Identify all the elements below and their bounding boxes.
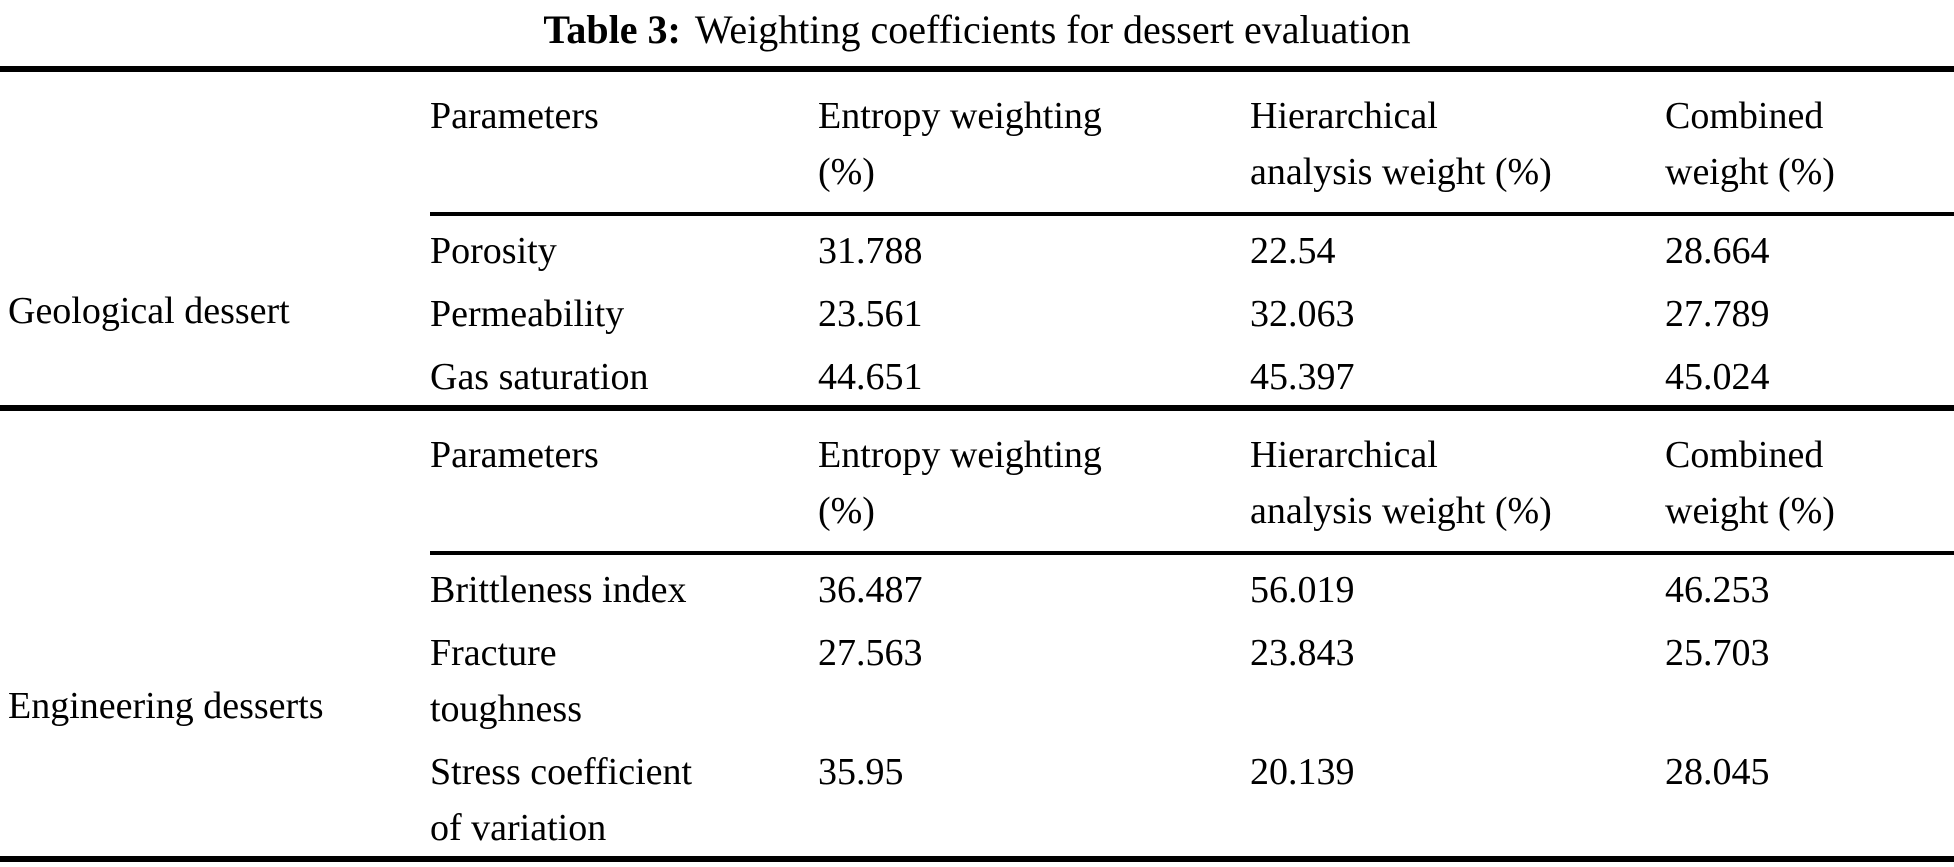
cell-parameter: Permeability [430,293,625,335]
cell-hierarchical: 32.063 [1250,293,1355,335]
cell-hierarchical: 45.397 [1250,356,1355,398]
header-underline-rule [430,551,1954,555]
column-header-parameters: Parameters [430,95,599,137]
cell-hierarchical: 20.139 [1250,751,1355,793]
column-header-parameters: Parameters [430,434,599,476]
cell-hierarchical: 56.019 [1250,569,1355,611]
column-header-combined: Combined weight (%) [1665,434,1835,532]
cell-parameter: Fracture toughness [430,632,582,730]
cell-parameter: Porosity [430,230,557,272]
cell-combined: 45.024 [1665,356,1770,398]
column-header-hierarchical: Hierarchical analysis weight (%) [1250,434,1552,532]
table-top-rule [0,66,1954,72]
column-header-combined: Combined weight (%) [1665,95,1835,193]
cell-parameter: Brittleness index [430,569,687,611]
cell-entropy: 23.561 [818,293,923,335]
column-header-entropy: Entropy weighting (%) [818,434,1102,532]
table-caption-label: Table 3: [543,7,681,52]
cell-combined: 46.253 [1665,569,1770,611]
table-caption-text: Weighting coefficients for dessert evalu… [694,7,1411,52]
group-label-engineering: Engineering desserts [8,684,324,727]
cell-combined: 28.664 [1665,230,1770,272]
table-caption: Table 3: Weighting coefficients for desse… [0,0,1954,66]
table-section-geological: Parameters Entropy weighting (%) Hierarc… [0,72,1954,405]
column-header-entropy: Entropy weighting (%) [818,95,1102,193]
group-label-geological: Geological dessert [8,289,290,332]
cell-hierarchical: 22.54 [1250,230,1336,272]
cell-combined: 25.703 [1665,632,1770,674]
section-divider-rule [0,405,1954,411]
cell-combined: 27.789 [1665,293,1770,335]
cell-parameter: Gas saturation [430,356,649,398]
table-bottom-rule [0,856,1954,862]
cell-entropy: 27.563 [818,632,923,674]
cell-hierarchical: 23.843 [1250,632,1355,674]
cell-entropy: 44.651 [818,356,923,398]
table-section-engineering: Parameters Entropy weighting (%) Hierarc… [0,411,1954,856]
cell-parameter: Stress coefficient of variation [430,751,693,849]
cell-entropy: 35.95 [818,751,904,793]
header-underline-rule [430,212,1954,216]
cell-entropy: 31.788 [818,230,923,272]
cell-entropy: 36.487 [818,569,923,611]
column-header-hierarchical: Hierarchical analysis weight (%) [1250,95,1552,193]
cell-combined: 28.045 [1665,751,1770,793]
